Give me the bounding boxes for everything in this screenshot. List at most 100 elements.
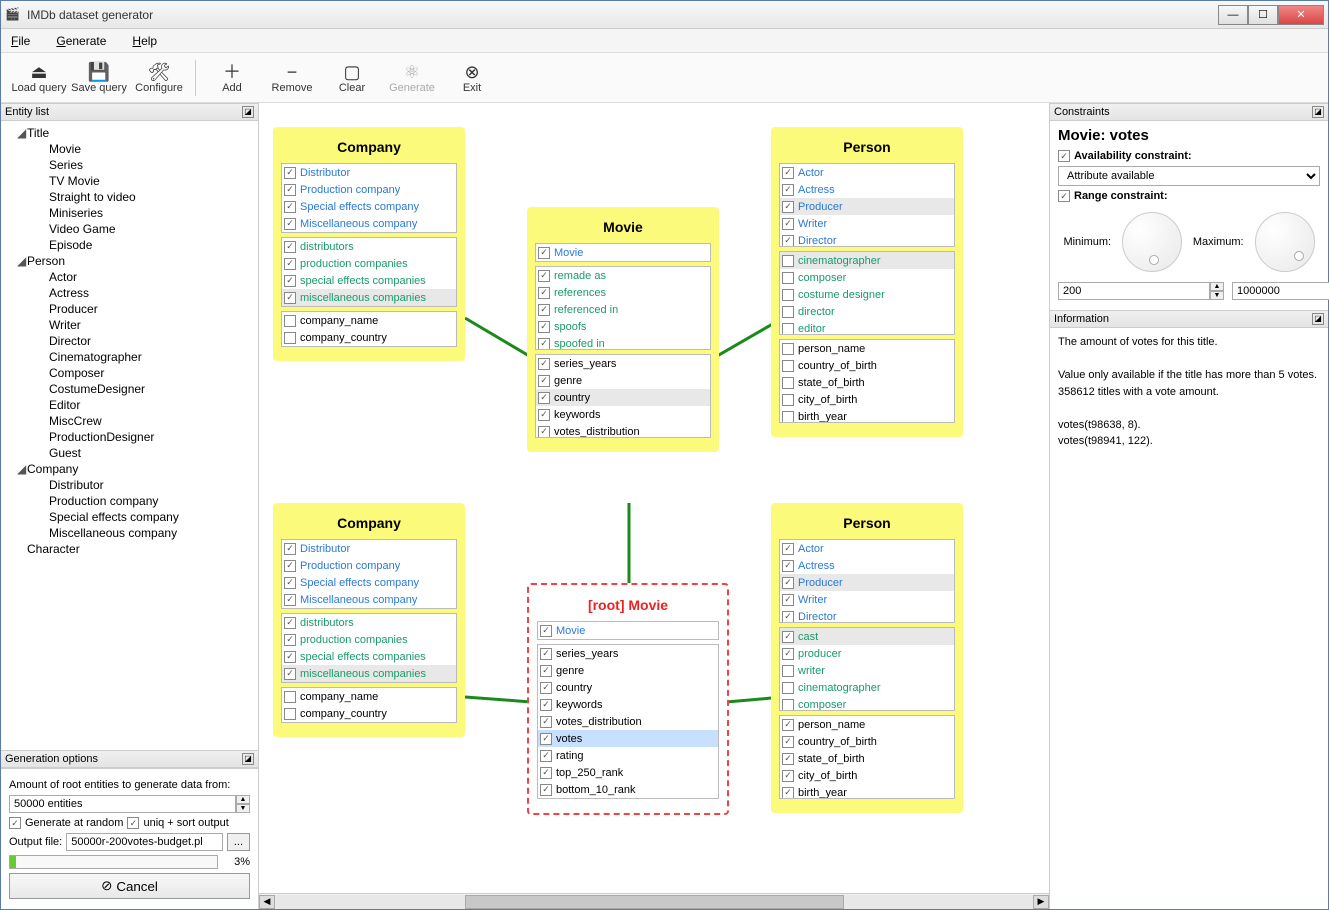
entity-attr-row[interactable]: state_of_birth	[780, 750, 954, 767]
checkbox[interactable]	[538, 375, 550, 387]
checkbox[interactable]	[284, 275, 296, 287]
entity-attr-list[interactable]: castproducerwritercinematographercompose…	[779, 627, 955, 711]
entity-attr-list[interactable]: person_namecountry_of_birthstate_of_birt…	[779, 339, 955, 423]
add-button[interactable]: ＋Add	[204, 57, 260, 99]
entity-attr-list[interactable]: ActorActressProducerWriterDirector	[779, 539, 955, 623]
entity-attr-list[interactable]: Movie	[537, 621, 719, 640]
entity-attr-list[interactable]: remade asreferencesreferenced inspoofssp…	[535, 266, 711, 350]
minimize-button[interactable]: —	[1218, 5, 1248, 25]
entity-attr-row[interactable]: composer	[780, 269, 954, 286]
checkbox[interactable]	[782, 736, 794, 748]
amount-spinbox[interactable]: ▲▼	[9, 795, 250, 813]
checkbox[interactable]	[782, 753, 794, 765]
entity-attr-row[interactable]: Movie	[536, 244, 710, 261]
entity-attr-row[interactable]: distributors	[282, 238, 456, 255]
entity-attr-row[interactable]: Actor	[780, 164, 954, 181]
load-query-button[interactable]: ⏏Load query	[11, 57, 67, 99]
entity-attr-list[interactable]: DistributorProduction companySpecial eff…	[281, 539, 457, 609]
entity-attr-row[interactable]: Production company	[282, 557, 456, 574]
entity-attr-row[interactable]: referenced in	[536, 301, 710, 318]
checkbox[interactable]	[284, 201, 296, 213]
min-dial[interactable]	[1122, 212, 1182, 272]
tree-item[interactable]: TV Movie	[3, 173, 256, 189]
entity-attr-row[interactable]: series_years	[538, 645, 718, 662]
checkbox[interactable]	[782, 323, 794, 335]
checkbox[interactable]	[782, 560, 794, 572]
checkbox[interactable]	[782, 306, 794, 318]
tree-item[interactable]: Cinematographer	[3, 349, 256, 365]
entity-attr-list[interactable]: distributorsproduction companiesspecial …	[281, 613, 457, 683]
scroll-right-button[interactable]: ▶	[1033, 895, 1049, 909]
menu-help[interactable]: Help	[128, 32, 161, 50]
checkbox[interactable]	[284, 634, 296, 646]
cancel-button[interactable]: ⊘Cancel	[9, 873, 250, 899]
entity-attr-row[interactable]: costume designer	[780, 286, 954, 303]
entity-attr-row[interactable]: Actress	[780, 181, 954, 198]
checkbox[interactable]	[538, 409, 550, 421]
checkbox[interactable]	[538, 270, 550, 282]
checkbox[interactable]	[782, 360, 794, 372]
entity-attr-row[interactable]: votes_distribution	[538, 713, 718, 730]
entity-attr-row[interactable]: cinematographer	[780, 679, 954, 696]
tree-item[interactable]: Actress	[3, 285, 256, 301]
checkbox[interactable]	[782, 167, 794, 179]
checkbox[interactable]	[782, 343, 794, 355]
checkbox[interactable]	[538, 392, 550, 404]
tree-item[interactable]: Movie	[3, 141, 256, 157]
entity-attr-row[interactable]: company_country	[282, 329, 456, 346]
entity-attr-row[interactable]: Writer	[780, 591, 954, 608]
entity-attr-row[interactable]: Director	[780, 232, 954, 247]
entity-attr-row[interactable]: cast	[780, 628, 954, 645]
checkbox[interactable]	[782, 272, 794, 284]
entity-attr-row[interactable]: Actor	[780, 540, 954, 557]
entity-attr-list[interactable]: distributorsproduction companiesspecial …	[281, 237, 457, 307]
entity-attr-row[interactable]: references	[536, 284, 710, 301]
checkbox[interactable]	[782, 235, 794, 247]
entity-attr-list[interactable]: series_yearsgenrecountrykeywordsvotes_di…	[535, 354, 711, 438]
entity-attr-row[interactable]: state_of_birth	[780, 374, 954, 391]
tree-item[interactable]: Miniseries	[3, 205, 256, 221]
amount-input[interactable]	[9, 795, 236, 813]
entity-attr-row[interactable]: bottom_10_rank	[538, 781, 718, 798]
checkbox[interactable]	[538, 358, 550, 370]
entity-attr-row[interactable]: Special effects company	[282, 198, 456, 215]
tree-group[interactable]: ◢Person	[3, 253, 256, 269]
clear-button[interactable]: ▢Clear	[324, 57, 380, 99]
entity-attr-row[interactable]: producer	[780, 645, 954, 662]
tree-group[interactable]: ◢Title	[3, 125, 256, 141]
checkbox[interactable]	[540, 625, 552, 637]
max-input[interactable]	[1232, 282, 1329, 300]
entity-attr-row[interactable]: country_of_birth	[780, 357, 954, 374]
checkbox[interactable]	[538, 321, 550, 333]
entity-attr-list[interactable]: ActorActressProducerWriterDirector	[779, 163, 955, 247]
close-button[interactable]: ✕	[1278, 5, 1324, 25]
entity-attr-row[interactable]: company_name	[282, 312, 456, 329]
tree-item[interactable]: Director	[3, 333, 256, 349]
scroll-left-button[interactable]: ◀	[259, 895, 275, 909]
entity-attr-row[interactable]: production companies	[282, 631, 456, 648]
checkbox[interactable]	[540, 750, 552, 762]
checkbox[interactable]	[782, 184, 794, 196]
checkbox[interactable]	[782, 665, 794, 677]
tree-item[interactable]: MiscCrew	[3, 413, 256, 429]
tree-group[interactable]: ◢Company	[3, 461, 256, 477]
checkbox[interactable]	[284, 332, 296, 344]
entity-attr-list[interactable]: DistributorProduction companySpecial eff…	[281, 163, 457, 233]
entity-attr-row[interactable]: genre	[538, 662, 718, 679]
entity-attr-row[interactable]: writer	[780, 662, 954, 679]
tree-item[interactable]: Guest	[3, 445, 256, 461]
checkbox[interactable]	[782, 787, 794, 799]
entity-attr-row[interactable]: production companies	[282, 255, 456, 272]
checkbox[interactable]	[540, 648, 552, 660]
entity-attr-row[interactable]: top_250_rank	[538, 764, 718, 781]
checkbox[interactable]	[284, 292, 296, 304]
entity-attr-row[interactable]: distributors	[282, 614, 456, 631]
entity-attr-row[interactable]: director	[780, 303, 954, 320]
entity-attr-row[interactable]: Writer	[780, 215, 954, 232]
checkbox[interactable]	[284, 241, 296, 253]
checkbox[interactable]	[538, 287, 550, 299]
tree-item[interactable]: Special effects company	[3, 509, 256, 525]
checkbox[interactable]	[782, 594, 794, 606]
checkbox[interactable]	[284, 577, 296, 589]
checkbox[interactable]	[540, 665, 552, 677]
